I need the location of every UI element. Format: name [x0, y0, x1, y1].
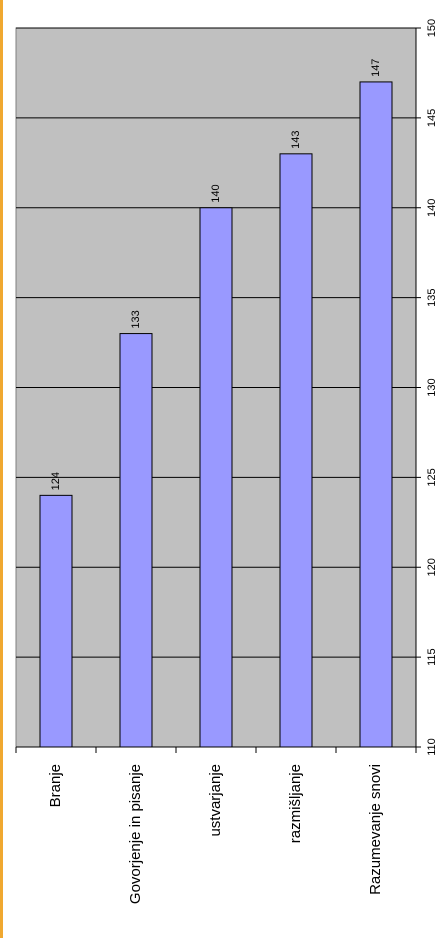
x-tick-label: Razumevanje snovi	[367, 764, 384, 895]
value-label: 133	[130, 310, 142, 328]
y-tick-label: 110	[426, 738, 438, 756]
bar	[279, 153, 313, 748]
bar	[359, 81, 393, 748]
value-label: 124	[50, 472, 62, 490]
bar	[199, 207, 233, 748]
x-tick-label: Branje	[47, 764, 64, 807]
x-tick-label: Govorjenje in pisanje	[127, 764, 144, 904]
y-tick-label: 140	[426, 199, 438, 217]
y-tick-label: 125	[426, 468, 438, 486]
bar	[39, 494, 73, 748]
x-tick-label: razmišljanje	[287, 764, 304, 843]
y-tick-label: 120	[426, 558, 438, 576]
value-label: 143	[290, 130, 302, 148]
y-tick-label: 150	[426, 19, 438, 37]
value-label: 140	[210, 184, 222, 202]
bar	[119, 333, 153, 748]
y-tick-label: 115	[426, 648, 438, 666]
left-border	[0, 0, 3, 938]
y-tick-label: 130	[426, 378, 438, 396]
x-tick-label: ustvarjanje	[207, 764, 224, 837]
y-tick-label: 135	[426, 288, 438, 306]
y-tick-label: 145	[426, 109, 438, 127]
value-label: 147	[370, 59, 382, 77]
